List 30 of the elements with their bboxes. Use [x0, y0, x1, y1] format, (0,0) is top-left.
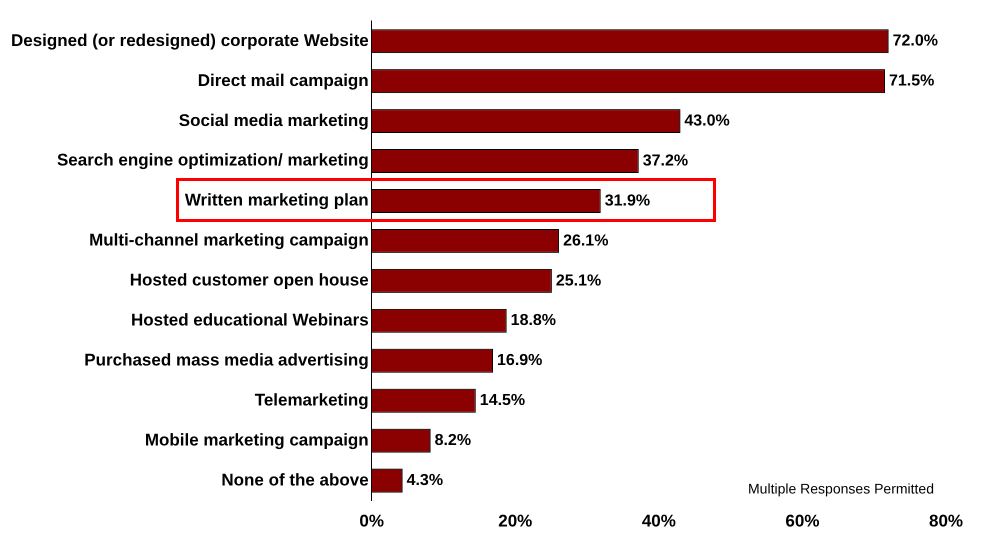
y-tick-label: Direct mail campaign — [198, 70, 369, 90]
y-tick-label: Designed (or redesigned) corporate Website — [10, 30, 369, 50]
data-label: 72.0% — [892, 32, 938, 50]
y-tick-label: Telemarketing — [254, 390, 369, 410]
data-label: 71.5% — [888, 72, 934, 90]
data-label: 37.2% — [642, 152, 688, 170]
data-label: 31.9% — [604, 192, 650, 210]
x-tick-label: 40% — [642, 511, 676, 530]
y-tick-label: Purchased mass media advertising — [84, 350, 369, 370]
data-label: 25.1% — [556, 272, 602, 290]
y-tick-label: Social media marketing — [178, 110, 369, 130]
y-tick-label: Hosted customer open house — [130, 270, 369, 290]
data-label: 14.5% — [480, 392, 526, 410]
data-label: 26.1% — [563, 232, 608, 250]
data-label: 43.0% — [684, 112, 730, 130]
x-tick-label: 0% — [359, 511, 384, 530]
x-tick-label: 60% — [785, 511, 820, 530]
y-tick-label: None of the above — [221, 470, 369, 490]
annotation: Multiple Responses Permitted — [748, 480, 934, 496]
y-tick-label: Written marketing plan — [184, 190, 369, 210]
y-tick-label: Multi-channel marketing campaign — [89, 230, 369, 250]
data-label: 16.9% — [497, 352, 542, 370]
x-tick-label: 80% — [928, 511, 964, 530]
data-label: 8.2% — [434, 432, 472, 450]
x-tick-label: 20% — [498, 511, 532, 530]
y-tick-label: Mobile marketing campaign — [144, 430, 369, 450]
data-label: 4.3% — [406, 472, 444, 490]
data-label: 18.8% — [510, 312, 556, 330]
y-tick-label: Search engine optimization/ marketing — [56, 150, 369, 170]
y-tick-label: Hosted educational Webinars — [130, 310, 369, 330]
